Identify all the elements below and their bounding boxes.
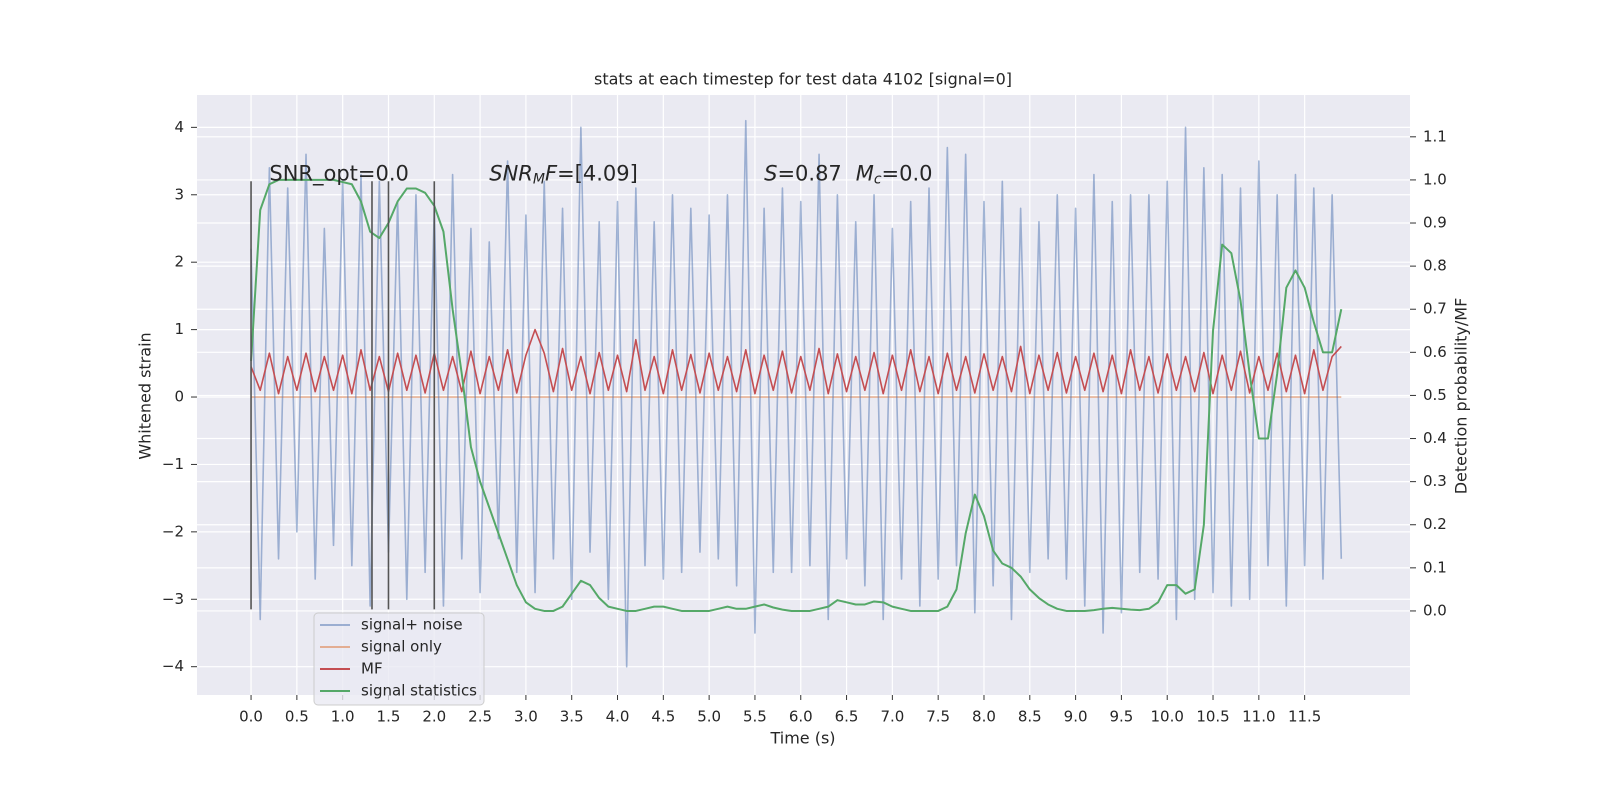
legend-label: signal only <box>361 638 442 656</box>
x-tick-label: 8.5 <box>1018 708 1042 726</box>
y2-tick-label: 0.2 <box>1423 515 1447 533</box>
y-tick-label: −2 <box>162 522 184 540</box>
x-tick-label: 4.0 <box>606 708 630 726</box>
series-line <box>250 328 1342 395</box>
x-tick-label: 6.5 <box>835 708 859 726</box>
series-line <box>250 178 1343 612</box>
x-tick-label: 6.0 <box>789 708 813 726</box>
series-line <box>250 119 1343 668</box>
legend-label: signal statistics <box>361 682 477 700</box>
x-tick-label: 11.0 <box>1242 708 1275 726</box>
y-tick-label: 3 <box>174 185 184 203</box>
x-tick-label: 4.5 <box>651 708 675 726</box>
y2-tick-label: 0.8 <box>1423 257 1447 275</box>
marks <box>250 119 1343 668</box>
y2-tick-label: 0.7 <box>1423 300 1447 318</box>
x-tick-label: 11.5 <box>1288 708 1321 726</box>
annotation-part: =0.87 <box>777 162 841 186</box>
x-tick-label: 7.5 <box>926 708 950 726</box>
y2-axis-label: Detection probability/MF <box>1452 298 1471 495</box>
x-tick-label: 9.5 <box>1109 708 1133 726</box>
x-axis-label: Time (s) <box>769 729 835 748</box>
y-tick-label: 4 <box>174 118 184 136</box>
annotation: SNR_opt=0.0 <box>269 162 409 187</box>
annotation-part: c <box>874 172 882 188</box>
annotation-part: M <box>533 172 545 188</box>
x-tick-label: 5.5 <box>743 708 767 726</box>
legend-label: MF <box>361 660 383 678</box>
annotation-part: =[4.09] <box>557 162 638 186</box>
annotation-part: SNR <box>489 162 533 186</box>
annotation-part: =0.0 <box>882 162 933 186</box>
x-tick-label: 0.5 <box>285 708 309 726</box>
y-tick-label: 1 <box>174 320 184 338</box>
y2-tick-label: 0.9 <box>1423 214 1447 232</box>
y2-tick-label: 1.1 <box>1423 127 1447 145</box>
x-tick-label: 10.5 <box>1196 708 1229 726</box>
annotation: Mc=0.0 <box>856 162 933 188</box>
x-tick-label: 0.0 <box>239 708 263 726</box>
y-tick-label: −4 <box>162 657 184 675</box>
x-tick-label: 8.0 <box>972 708 996 726</box>
annotation-part: S <box>764 162 777 186</box>
y2-tick-label: 0.1 <box>1423 558 1447 576</box>
x-tick-label: 7.0 <box>880 708 904 726</box>
x-tick-label: 2.5 <box>468 708 492 726</box>
y2-tick-label: 0.4 <box>1423 429 1447 447</box>
y-tick-label: 0 <box>174 388 184 406</box>
annotation: SNRMF=[4.09] <box>489 162 638 188</box>
y2-tick-label: 1.0 <box>1423 170 1447 188</box>
x-tick-label: 10.0 <box>1151 708 1184 726</box>
x-tick-label: 9.0 <box>1064 708 1088 726</box>
annotation-part: F <box>545 162 558 186</box>
x-tick-label: 5.0 <box>697 708 721 726</box>
y2-tick-label: 0.5 <box>1423 386 1447 404</box>
x-tick-label: 2.0 <box>422 708 446 726</box>
legend-label: signal+ noise <box>361 616 463 634</box>
legend-box <box>313 612 485 706</box>
y-axis-label: Whitened strain <box>136 332 155 459</box>
x-tick-label: 1.5 <box>377 708 401 726</box>
chart-title: stats at each timestep for test data 410… <box>594 70 1012 89</box>
x-tick-label: 3.0 <box>514 708 538 726</box>
y-tick-label: 2 <box>174 253 184 271</box>
annotation: S=0.87 <box>764 162 842 186</box>
legend: signal+ noise signal only MF signal statist… <box>313 612 485 706</box>
axes: 0.0 0.5 1.0 1.5 2.0 2.5 3.0 3.5 4.0 4.5 5.0 5.5 6.0 6… <box>162 118 1447 726</box>
x-tick-label: 3.5 <box>560 708 584 726</box>
annotation-part: SNR_opt=0.0 <box>269 162 409 187</box>
y-tick-label: −3 <box>162 590 184 608</box>
annotation-part: M <box>856 162 874 186</box>
y2-tick-label: 0.0 <box>1423 601 1447 619</box>
x-tick-label: 1.0 <box>331 708 355 726</box>
y2-tick-label: 0.3 <box>1423 472 1447 490</box>
y2-tick-label: 0.6 <box>1423 343 1447 361</box>
y-tick-label: −1 <box>162 455 184 473</box>
